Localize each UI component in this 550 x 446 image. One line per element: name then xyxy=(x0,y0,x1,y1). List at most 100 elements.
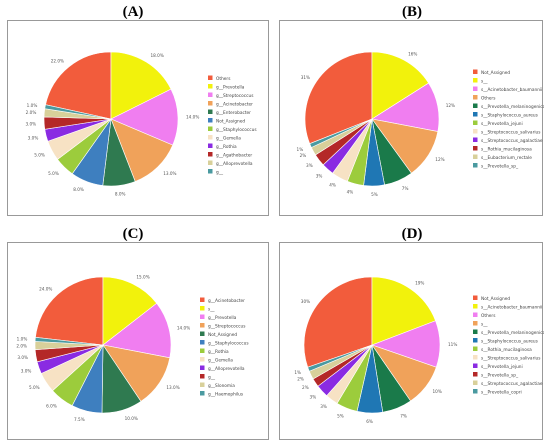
legend-label: g__ xyxy=(216,170,224,175)
legend-label: s__Prevotella_jejuni xyxy=(481,364,523,370)
slice-value-label: 2.0% xyxy=(26,110,37,115)
pie-slice xyxy=(309,118,373,148)
legend-label: g__Agathobacter xyxy=(216,152,252,158)
slice-value-label: 8.0% xyxy=(73,187,84,192)
legend-swatch xyxy=(473,103,478,108)
slice-value-label: 14.0% xyxy=(186,115,199,120)
legend-swatch xyxy=(473,304,478,309)
slice-value-label: 13.0% xyxy=(163,171,176,176)
slice-value-label: 19% xyxy=(415,280,424,285)
slice-value-label: 3.0% xyxy=(21,369,32,374)
slice-value-label: 3.0% xyxy=(28,135,39,140)
slice-value-label: 24.0% xyxy=(39,286,52,291)
legend-label: g__Gemella xyxy=(216,135,241,141)
legend-label: Others xyxy=(481,313,496,319)
slice-value-label: 7% xyxy=(402,186,409,191)
legend-label: s__Streptococcus_agalactiae xyxy=(481,138,543,144)
legend-swatch xyxy=(200,297,205,302)
legend-label: g__Rothia xyxy=(216,144,237,150)
legend-label: s__Rothia_mucilaginosa xyxy=(481,347,532,353)
legend-swatch xyxy=(208,118,213,123)
legend-label: g__Staphylococcus xyxy=(208,340,249,346)
legend-label: s__Prevotella_jejuni xyxy=(481,121,523,127)
slice-value-label: 31% xyxy=(301,75,310,80)
pie-slice xyxy=(110,51,172,120)
legend-swatch xyxy=(473,120,478,125)
slice-value-label: 11% xyxy=(448,342,457,347)
slice-value-label: 15.0% xyxy=(136,275,149,280)
legend-label: g__Alloprevotella xyxy=(216,161,253,167)
legend-swatch xyxy=(208,126,213,131)
legend-label: s__Streptococcus_salivarius xyxy=(481,355,541,361)
legend-label: s__Streptococcus_agalactiae xyxy=(481,381,543,387)
legend-label: g__ xyxy=(208,375,216,380)
legend-label: s__Streptococcus_salivarius xyxy=(481,129,541,135)
panel-d: 30% Not_Assigned 19% s__Acinetobacter_bauma… xyxy=(279,242,546,440)
slice-value-label: 5% xyxy=(371,192,378,197)
legend-swatch xyxy=(200,365,205,370)
legend-label: g__Alloprevotella xyxy=(208,366,245,372)
legend-swatch xyxy=(473,380,478,385)
legend-swatch xyxy=(473,69,478,74)
panel-a: 22.0% Others 18.0% g__Prevotella 14.0% g__Str… xyxy=(7,20,269,216)
slice-value-label: 1% xyxy=(297,147,304,152)
slice-value-label: 5.0% xyxy=(48,171,59,176)
legend-label: s__Prevotella_melaninogenica xyxy=(481,330,544,336)
pie-slice xyxy=(34,336,104,346)
legend-swatch xyxy=(473,86,478,91)
panel-letter-d: (D) xyxy=(401,226,423,242)
legend-label: Others xyxy=(216,76,231,82)
pie-chart-b: 31% Not_Assigned 16% s__ 12% s__Acinetobacter… xyxy=(297,51,546,197)
slice-value-label: 2.0% xyxy=(16,344,27,349)
slice-value-label: 12% xyxy=(446,103,455,108)
legend-label: g__Prevotella xyxy=(216,84,245,90)
legend-label: s__Staphylococcus_aureus xyxy=(481,338,539,344)
pie-slice xyxy=(307,344,373,372)
legend-label: s__Acinetobacter_baumannii xyxy=(481,304,542,310)
legend-label: s__Staphylococcus_aureus xyxy=(481,112,539,118)
legend-label: g__Streptococcus xyxy=(208,323,246,329)
legend-label: Not_Assigned xyxy=(208,332,237,338)
panel-letter-c: (C) xyxy=(122,226,144,242)
slice-value-label: 3% xyxy=(306,163,313,168)
legend-label: s__ xyxy=(481,322,488,327)
legend-swatch xyxy=(473,312,478,317)
legend-label: s__Prevotella_sp_ xyxy=(481,163,519,169)
legend-swatch xyxy=(473,355,478,360)
slice-value-label: 2% xyxy=(302,385,309,390)
legend-label: g__Rothia xyxy=(208,349,229,355)
legend-swatch xyxy=(473,112,478,117)
legend-label: s__Rothia_mucilaginosa xyxy=(481,146,532,152)
legend-swatch xyxy=(473,321,478,326)
pie-slice xyxy=(371,51,429,120)
legend-swatch xyxy=(473,329,478,334)
legend-swatch xyxy=(208,169,213,174)
legend-swatch xyxy=(208,101,213,106)
pie-slice xyxy=(303,276,373,368)
legend-swatch xyxy=(208,84,213,89)
legend-swatch xyxy=(208,160,213,165)
panel-letter-a: (A) xyxy=(122,4,144,20)
slice-value-label: 5% xyxy=(337,414,344,419)
slice-value-label: 7.5% xyxy=(74,417,85,422)
legend-label: g__Staphylococcus xyxy=(216,127,257,133)
legend-swatch xyxy=(200,348,205,353)
legend-swatch xyxy=(200,314,205,319)
pie-chart-d: 30% Not_Assigned 19% s__Acinetobacter_bauma… xyxy=(294,276,546,424)
legend-label: g__Enterobacter xyxy=(216,110,251,116)
pie-slice xyxy=(35,276,104,346)
slice-value-label: 12% xyxy=(435,157,444,162)
legend-swatch xyxy=(473,338,478,343)
slice-value-label: 3% xyxy=(310,395,317,400)
legend-swatch xyxy=(200,357,205,362)
legend-swatch xyxy=(473,78,478,83)
legend-label: s__Prevotella_melaninogenica xyxy=(481,104,544,110)
pie-slice xyxy=(102,276,158,346)
legend-label: s__ xyxy=(481,79,488,84)
pie-chart-a: 22.0% Others 18.0% g__Prevotella 14.0% g__Str… xyxy=(25,51,257,196)
legend-label: g__Acinetobacter xyxy=(216,101,253,107)
pie-slice xyxy=(110,88,179,146)
legend-label: g__Streptococcus xyxy=(216,93,254,99)
pie-slice xyxy=(102,302,172,359)
legend-swatch xyxy=(200,374,205,379)
